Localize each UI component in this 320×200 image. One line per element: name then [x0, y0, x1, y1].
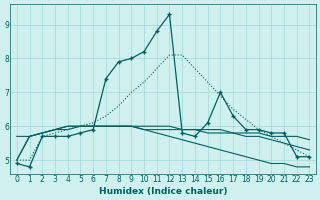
X-axis label: Humidex (Indice chaleur): Humidex (Indice chaleur)	[99, 187, 228, 196]
